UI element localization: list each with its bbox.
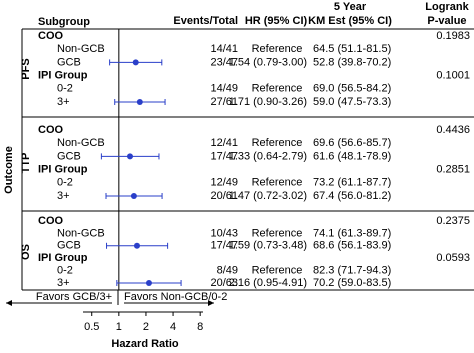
row-label: 3+	[57, 96, 70, 108]
header: Events/Total	[173, 15, 238, 27]
hr-point	[145, 280, 152, 286]
row-label: Non-GCB	[57, 227, 105, 239]
hr-point	[126, 153, 133, 160]
x-tick-label: 2	[143, 321, 149, 333]
header: Subgroup	[38, 16, 90, 28]
hr-label: Reference	[252, 177, 303, 189]
hr-point	[132, 59, 139, 66]
km-estimate: 74.1 (61.3-89.7)	[313, 227, 391, 239]
group-label: IPI Group	[38, 252, 88, 264]
hr-label: 2.16 (0.95-4.91)	[229, 277, 307, 289]
hr-label: Reference	[252, 137, 303, 149]
km-estimate: 64.5 (51.1-81.5)	[313, 43, 391, 55]
events: 20/63	[210, 277, 238, 289]
header: HR (95% CI)	[245, 15, 308, 27]
header: P-value	[427, 15, 466, 27]
hr-label: Reference	[252, 227, 303, 239]
events: 23/47	[210, 56, 238, 68]
km-estimate: 67.4 (56.0-81.2)	[313, 190, 391, 202]
favors-right: Favors Non-GCB/0-2	[124, 291, 227, 303]
hr-point	[136, 99, 143, 105]
outcome-label: TTP	[20, 153, 32, 174]
km-estimate: 70.2 (59.0-83.5)	[313, 277, 391, 289]
km-estimate: 52.8 (39.8-70.2)	[313, 56, 391, 68]
row-label: 3+	[57, 277, 70, 289]
km-estimate: 68.6 (56.1-83.9)	[313, 240, 391, 252]
hr-label: 1.71 (0.90-3.26)	[229, 96, 307, 108]
p-value: 0.0593	[436, 252, 470, 264]
row-label: 0-2	[57, 177, 73, 189]
km-estimate: 82.3 (71.7-94.3)	[313, 265, 391, 277]
row-label: 0-2	[57, 83, 73, 95]
p-value: 0.2851	[436, 164, 470, 176]
group-label: IPI Group	[38, 70, 88, 82]
hr-label: 1.54 (0.79-3.00)	[229, 56, 307, 68]
header: Logrank	[425, 1, 469, 13]
row-label: Non-GCB	[57, 43, 105, 55]
events: 17/47	[210, 150, 238, 162]
events: 27/61	[210, 96, 238, 108]
group-label: COO	[38, 30, 64, 42]
events: 14/41	[210, 43, 238, 55]
km-estimate: 69.0 (56.5-84.2)	[313, 83, 391, 95]
x-tick-label: 8	[197, 321, 203, 333]
events: 17/47	[210, 240, 238, 252]
group-label: COO	[38, 124, 64, 136]
row-label: GCB	[57, 56, 81, 68]
row-label: GCB	[57, 240, 81, 252]
hr-point	[133, 242, 140, 249]
frame	[6, 28, 474, 306]
events: 8/49	[217, 265, 238, 277]
header: 5 Year	[334, 1, 367, 13]
x-label: Hazard Ratio	[111, 338, 179, 350]
row-label: GCB	[57, 150, 81, 162]
events: 12/41	[210, 137, 238, 149]
events: 14/49	[210, 83, 238, 95]
hr-label: 1.33 (0.64-2.79)	[229, 150, 307, 162]
y-label: Outcome	[3, 146, 15, 194]
km-estimate: 59.0 (47.5-73.3)	[313, 96, 391, 108]
x-tick-label: 4	[170, 321, 176, 333]
p-value: 0.1983	[436, 30, 470, 42]
p-value: 0.4436	[436, 124, 470, 136]
hr-label: 1.59 (0.73-3.48)	[229, 240, 307, 252]
outcome-label: PFS	[20, 58, 32, 79]
row-label: 0-2	[57, 265, 73, 277]
x-tick-label: 1	[116, 321, 122, 333]
hr-label: Reference	[252, 43, 303, 55]
km-estimate: 61.6 (48.1-78.9)	[313, 150, 391, 162]
events: 12/49	[210, 177, 238, 189]
row-label: Non-GCB	[57, 137, 105, 149]
hr-label: Reference	[252, 83, 303, 95]
header: KM Est (95% CI)	[308, 15, 392, 27]
x-tick-label: 0.5	[84, 321, 99, 333]
hr-label: 1.47 (0.72-3.02)	[229, 190, 307, 202]
p-value: 0.1001	[436, 70, 470, 82]
group-label: COO	[38, 215, 64, 227]
favors-left: Favors GCB/3+	[36, 291, 112, 303]
row-label: 3+	[57, 190, 70, 202]
hr-label: Reference	[252, 265, 303, 277]
p-value: 0.2375	[436, 215, 470, 227]
hr-point	[130, 193, 137, 199]
km-estimate: 73.2 (61.1-87.7)	[313, 177, 391, 189]
km-estimate: 69.6 (56.6-85.7)	[313, 137, 391, 149]
group-label: IPI Group	[38, 164, 88, 176]
outcome-label: OS	[20, 244, 32, 260]
events: 10/43	[210, 227, 238, 239]
events: 20/61	[210, 190, 238, 202]
